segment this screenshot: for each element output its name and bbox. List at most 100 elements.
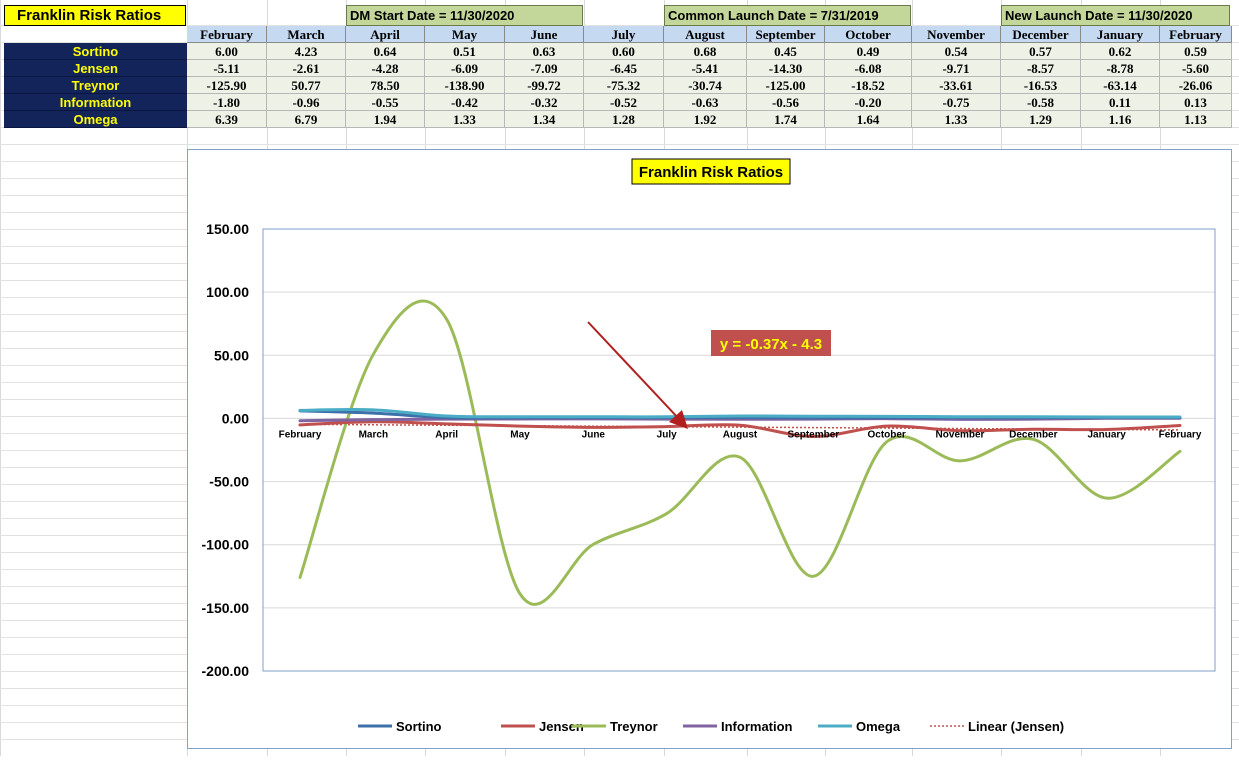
row-label-treynor[interactable]: Treynor xyxy=(4,77,187,94)
table-cell[interactable]: -6.09 xyxy=(425,60,505,77)
table-cell[interactable]: -0.58 xyxy=(1001,94,1081,111)
y-tick-label: -100.00 xyxy=(202,537,250,553)
table-cell[interactable]: -6.08 xyxy=(825,60,912,77)
month-header-12[interactable]: February xyxy=(1160,26,1232,43)
table-cell[interactable]: -33.61 xyxy=(912,77,1001,94)
month-header-5[interactable]: July xyxy=(584,26,664,43)
table-cell[interactable]: -8.78 xyxy=(1081,60,1160,77)
table-cell[interactable]: -0.20 xyxy=(825,94,912,111)
table-cell[interactable]: -4.28 xyxy=(346,60,425,77)
table-cell[interactable]: -1.80 xyxy=(187,94,267,111)
table-cell[interactable]: -14.30 xyxy=(747,60,825,77)
legend-label: Linear (Jensen) xyxy=(968,719,1064,734)
table-cell[interactable]: -5.11 xyxy=(187,60,267,77)
month-header-8[interactable]: October xyxy=(825,26,912,43)
legend-label: Sortino xyxy=(396,719,442,734)
table-cell[interactable]: 6.79 xyxy=(267,111,346,128)
table-cell[interactable]: 1.34 xyxy=(505,111,584,128)
table-cell[interactable]: -5.41 xyxy=(664,60,747,77)
line-chart: 150.00 100.00 50.00 0.00 -50.00 -100.00 -150.0… xyxy=(202,158,1216,734)
table-cell[interactable]: -138.90 xyxy=(425,77,505,94)
table-cell[interactable]: 0.51 xyxy=(425,43,505,60)
table-cell[interactable]: -5.60 xyxy=(1160,60,1232,77)
table-cell[interactable]: 0.54 xyxy=(912,43,1001,60)
table-cell[interactable]: -8.57 xyxy=(1001,60,1081,77)
table-cell[interactable]: -30.74 xyxy=(664,77,747,94)
table-cell[interactable]: -0.42 xyxy=(425,94,505,111)
table-cell[interactable]: 1.94 xyxy=(346,111,425,128)
legend-label: Information xyxy=(721,719,793,734)
table-cell[interactable]: 1.13 xyxy=(1160,111,1232,128)
month-header-2[interactable]: April xyxy=(346,26,425,43)
month-header-11[interactable]: January xyxy=(1081,26,1160,43)
table-cell[interactable]: 1.16 xyxy=(1081,111,1160,128)
table-cell[interactable]: 0.45 xyxy=(747,43,825,60)
table-cell[interactable]: 0.57 xyxy=(1001,43,1081,60)
table-cell[interactable]: 1.64 xyxy=(825,111,912,128)
table-cell[interactable]: 0.59 xyxy=(1160,43,1232,60)
table-cell[interactable]: -18.52 xyxy=(825,77,912,94)
x-category-label: August xyxy=(723,429,758,440)
table-cell[interactable]: 1.29 xyxy=(1001,111,1081,128)
table-cell[interactable]: 0.68 xyxy=(664,43,747,60)
table-cell[interactable]: -2.61 xyxy=(267,60,346,77)
month-header-3[interactable]: May xyxy=(425,26,505,43)
month-header-6[interactable]: August xyxy=(664,26,747,43)
table-cell[interactable]: 0.62 xyxy=(1081,43,1160,60)
month-header-1[interactable]: March xyxy=(267,26,346,43)
table-cell[interactable]: -0.63 xyxy=(664,94,747,111)
table-cell[interactable]: -7.09 xyxy=(505,60,584,77)
table-cell[interactable]: 1.74 xyxy=(747,111,825,128)
month-header-7[interactable]: September xyxy=(747,26,825,43)
table-cell[interactable]: 1.33 xyxy=(425,111,505,128)
table-cell[interactable]: 6.39 xyxy=(187,111,267,128)
table-cell[interactable]: -0.52 xyxy=(584,94,664,111)
table-cell[interactable]: -0.32 xyxy=(505,94,584,111)
row-label-jensen[interactable]: Jensen xyxy=(4,60,187,77)
month-header-9[interactable]: November xyxy=(912,26,1001,43)
table-cell[interactable]: 0.49 xyxy=(825,43,912,60)
table-cell[interactable]: -16.53 xyxy=(1001,77,1081,94)
row-label-sortino[interactable]: Sortino xyxy=(4,43,187,60)
month-header-10[interactable]: December xyxy=(1001,26,1081,43)
common-launch-date-cell[interactable]: Common Launch Date = 7/31/2019 xyxy=(664,5,911,26)
chart-area[interactable]: 150.00 100.00 50.00 0.00 -50.00 -100.00 -150.0… xyxy=(187,149,1232,749)
table-cell[interactable]: 78.50 xyxy=(346,77,425,94)
y-tick-label: 100.00 xyxy=(206,284,249,300)
table-cell[interactable]: -0.96 xyxy=(267,94,346,111)
x-category-label: April xyxy=(435,429,458,440)
row-label-omega[interactable]: Omega xyxy=(4,111,187,128)
table-cell[interactable]: 0.60 xyxy=(584,43,664,60)
table-cell[interactable]: 1.28 xyxy=(584,111,664,128)
y-tick-label: 150.00 xyxy=(206,221,249,237)
table-cell[interactable]: 1.33 xyxy=(912,111,1001,128)
table-cell[interactable]: 50.77 xyxy=(267,77,346,94)
table-cell[interactable]: -0.75 xyxy=(912,94,1001,111)
table-cell[interactable]: -9.71 xyxy=(912,60,1001,77)
table-cell[interactable]: -99.72 xyxy=(505,77,584,94)
table-cell[interactable]: 0.64 xyxy=(346,43,425,60)
table-cell[interactable]: 1.92 xyxy=(664,111,747,128)
x-category-label: July xyxy=(657,429,677,440)
sheet-title-cell[interactable]: Franklin Risk Ratios xyxy=(4,5,186,26)
table-cell[interactable]: 0.63 xyxy=(505,43,584,60)
table-cell[interactable]: -26.06 xyxy=(1160,77,1232,94)
table-cell[interactable]: -125.90 xyxy=(187,77,267,94)
table-cell[interactable]: 0.11 xyxy=(1081,94,1160,111)
x-category-label: November xyxy=(936,429,985,440)
month-header-0[interactable]: February xyxy=(187,26,267,43)
table-cell[interactable]: 4.23 xyxy=(267,43,346,60)
month-header-4[interactable]: June xyxy=(505,26,584,43)
row-label-information[interactable]: Information xyxy=(4,94,187,111)
table-cell[interactable]: -0.55 xyxy=(346,94,425,111)
annotation-arrow-head xyxy=(669,410,688,429)
new-launch-date-cell[interactable]: New Launch Date = 11/30/2020 xyxy=(1001,5,1230,26)
table-cell[interactable]: 0.13 xyxy=(1160,94,1232,111)
table-cell[interactable]: -0.56 xyxy=(747,94,825,111)
table-cell[interactable]: -63.14 xyxy=(1081,77,1160,94)
table-cell[interactable]: -125.00 xyxy=(747,77,825,94)
table-cell[interactable]: 6.00 xyxy=(187,43,267,60)
table-cell[interactable]: -75.32 xyxy=(584,77,664,94)
table-cell[interactable]: -6.45 xyxy=(584,60,664,77)
dm-start-date-cell[interactable]: DM Start Date = 11/30/2020 xyxy=(346,5,583,26)
